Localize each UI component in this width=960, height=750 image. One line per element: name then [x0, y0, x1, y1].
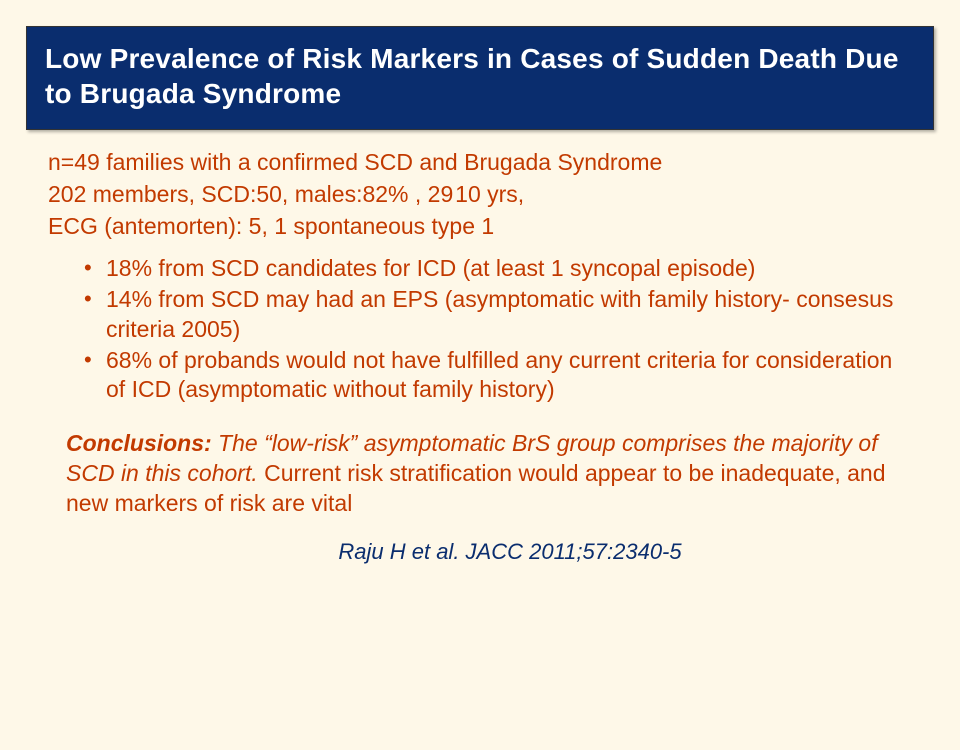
- conclusion-block: Conclusions: The “low-risk” asymptomatic…: [66, 429, 912, 519]
- conclusion-text: Conclusions: The “low-risk” asymptomatic…: [66, 430, 886, 516]
- bullet-item-2: 14% from SCD may had an EPS (asymptomati…: [84, 285, 912, 344]
- title-band: Low Prevalence of Risk Markers in Cases …: [26, 26, 934, 130]
- intro-line-3: ECG (antemorten): 5, 1 spontaneous type …: [48, 212, 912, 242]
- bullet-list: 18% from SCD candidates for ICD (at leas…: [84, 254, 912, 405]
- slide-title: Low Prevalence of Risk Markers in Cases …: [45, 41, 915, 111]
- intro-line-1: n=49 families with a confirmed SCD and B…: [48, 148, 912, 178]
- content-area: n=49 families with a confirmed SCD and B…: [0, 130, 960, 565]
- intro-block: n=49 families with a confirmed SCD and B…: [48, 148, 912, 242]
- bullet-item-3: 68% of probands would not have fulfilled…: [84, 346, 912, 405]
- citation: Raju H et al. JACC 2011;57:2340-5: [48, 539, 912, 565]
- conclusion-label: Conclusions:: [66, 430, 212, 456]
- intro-line-2: 202 members, SCD:50, males:82% , 29 10 y…: [48, 180, 912, 210]
- bullet-item-1: 18% from SCD candidates for ICD (at leas…: [84, 254, 912, 283]
